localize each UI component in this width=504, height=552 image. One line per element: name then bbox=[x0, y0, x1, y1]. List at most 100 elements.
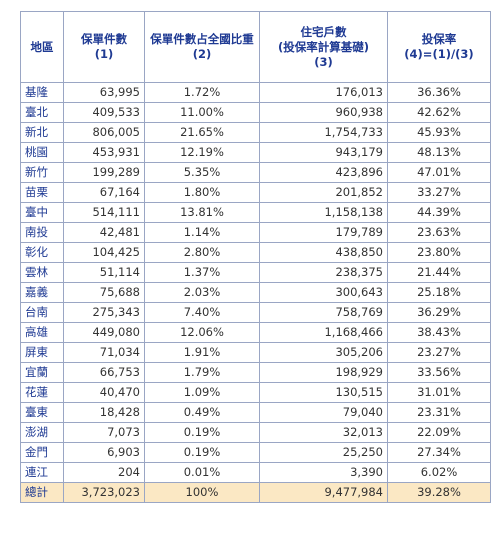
policy-count-cell: 40,470 bbox=[63, 382, 145, 403]
insurance-rate-cell: 27.34% bbox=[387, 442, 491, 463]
households-cell: 1,754,733 bbox=[259, 122, 388, 143]
table-row: 台南 275,343 7.40% 758,769 36.29% bbox=[20, 302, 491, 323]
policy-ratio-cell: 13.81% bbox=[144, 202, 260, 223]
households-cell: 300,643 bbox=[259, 282, 388, 303]
policy-count-cell: 63,995 bbox=[63, 82, 145, 103]
region-cell: 南投 bbox=[20, 222, 64, 243]
policy-count-cell: 6,903 bbox=[63, 442, 145, 463]
policy-ratio-cell: 1.79% bbox=[144, 362, 260, 383]
households-cell: 179,789 bbox=[259, 222, 388, 243]
table-row: 宜蘭 66,753 1.79% 198,929 33.56% bbox=[20, 362, 491, 383]
table-row: 苗栗 67,164 1.80% 201,852 33.27% bbox=[20, 182, 491, 203]
households-cell: 438,850 bbox=[259, 242, 388, 263]
policy-ratio-cell: 1.72% bbox=[144, 82, 260, 103]
households-cell: 1,168,466 bbox=[259, 322, 388, 343]
table-row: 臺北 409,533 11.00% 960,938 42.62% bbox=[20, 102, 491, 123]
insurance-rate-cell: 38.43% bbox=[387, 322, 491, 343]
households-cell: 423,896 bbox=[259, 162, 388, 183]
region-cell: 宜蘭 bbox=[20, 362, 64, 383]
table-row: 新北 806,005 21.65% 1,754,733 45.93% bbox=[20, 122, 491, 143]
policy-ratio-cell: 1.37% bbox=[144, 262, 260, 283]
region-cell: 花蓮 bbox=[20, 382, 64, 403]
insurance-rate-cell: 6.02% bbox=[387, 462, 491, 483]
table-row: 雲林 51,114 1.37% 238,375 21.44% bbox=[20, 262, 491, 283]
households-cell: 25,250 bbox=[259, 442, 388, 463]
policy-count-cell: 7,073 bbox=[63, 422, 145, 443]
region-cell: 連江 bbox=[20, 462, 64, 483]
region-cell: 金門 bbox=[20, 442, 64, 463]
table-row: 臺中 514,111 13.81% 1,158,138 44.39% bbox=[20, 202, 491, 223]
policy-count-cell: 66,753 bbox=[63, 362, 145, 383]
policy-count-cell: 806,005 bbox=[63, 122, 145, 143]
insurance-rate-cell: 45.93% bbox=[387, 122, 491, 143]
policy-count-cell: 42,481 bbox=[63, 222, 145, 243]
households-cell: 32,013 bbox=[259, 422, 388, 443]
insurance-rate-cell: 42.62% bbox=[387, 102, 491, 123]
table-row: 高雄 449,080 12.06% 1,168,466 38.43% bbox=[20, 322, 491, 343]
policy-ratio-cell: 12.06% bbox=[144, 322, 260, 343]
region-cell: 雲林 bbox=[20, 262, 64, 283]
table-row: 新竹 199,289 5.35% 423,896 47.01% bbox=[20, 162, 491, 183]
insurance-rate-cell: 48.13% bbox=[387, 142, 491, 163]
region-cell: 基隆 bbox=[20, 82, 64, 103]
region-cell: 屏東 bbox=[20, 342, 64, 363]
policy-ratio-cell: 1.80% bbox=[144, 182, 260, 203]
households-cell: 198,929 bbox=[259, 362, 388, 383]
policy-ratio-cell: 0.49% bbox=[144, 402, 260, 423]
table-header-row: 地區 保單件數 (1) 保單件數占全國比重 (2) 住宅戶數 (投保率計算基礎)… bbox=[20, 11, 491, 83]
insurance-rate-cell: 36.36% bbox=[387, 82, 491, 103]
table-body: 基隆 63,995 1.72% 176,013 36.36% 臺北 409,533 11.00… bbox=[20, 82, 491, 503]
households-cell: 1,158,138 bbox=[259, 202, 388, 223]
region-cell: 臺北 bbox=[20, 102, 64, 123]
insurance-rate-cell: 23.63% bbox=[387, 222, 491, 243]
policy-ratio-cell: 0.19% bbox=[144, 422, 260, 443]
policy-ratio-cell: 0.19% bbox=[144, 442, 260, 463]
total-households-cell: 9,477,984 bbox=[259, 482, 388, 503]
insurance-rate-table: 地區 保單件數 (1) 保單件數占全國比重 (2) 住宅戶數 (投保率計算基礎)… bbox=[20, 11, 491, 503]
insurance-rate-cell: 31.01% bbox=[387, 382, 491, 403]
households-cell: 758,769 bbox=[259, 302, 388, 323]
region-cell: 彰化 bbox=[20, 242, 64, 263]
policy-ratio-cell: 11.00% bbox=[144, 102, 260, 123]
households-cell: 130,515 bbox=[259, 382, 388, 403]
households-cell: 176,013 bbox=[259, 82, 388, 103]
region-cell: 台南 bbox=[20, 302, 64, 323]
households-cell: 960,938 bbox=[259, 102, 388, 123]
region-cell: 臺東 bbox=[20, 402, 64, 423]
header-policy-count: 保單件數 (1) bbox=[63, 11, 145, 83]
insurance-rate-cell: 47.01% bbox=[387, 162, 491, 183]
table-row: 嘉義 75,688 2.03% 300,643 25.18% bbox=[20, 282, 491, 303]
households-cell: 305,206 bbox=[259, 342, 388, 363]
insurance-rate-cell: 33.56% bbox=[387, 362, 491, 383]
table-row: 花蓮 40,470 1.09% 130,515 31.01% bbox=[20, 382, 491, 403]
insurance-rate-cell: 44.39% bbox=[387, 202, 491, 223]
policy-count-cell: 514,111 bbox=[63, 202, 145, 223]
policy-count-cell: 71,034 bbox=[63, 342, 145, 363]
table-row: 金門 6,903 0.19% 25,250 27.34% bbox=[20, 442, 491, 463]
insurance-rate-cell: 22.09% bbox=[387, 422, 491, 443]
table-row: 連江 204 0.01% 3,390 6.02% bbox=[20, 462, 491, 483]
region-cell: 桃園 bbox=[20, 142, 64, 163]
region-cell: 苗栗 bbox=[20, 182, 64, 203]
region-cell: 高雄 bbox=[20, 322, 64, 343]
total-count-cell: 3,723,023 bbox=[63, 482, 145, 503]
region-cell: 新竹 bbox=[20, 162, 64, 183]
region-cell: 嘉義 bbox=[20, 282, 64, 303]
table-total-row: 總計 3,723,023 100% 9,477,984 39.28% bbox=[20, 482, 491, 503]
policy-count-cell: 275,343 bbox=[63, 302, 145, 323]
insurance-rate-cell: 33.27% bbox=[387, 182, 491, 203]
table-row: 屏東 71,034 1.91% 305,206 23.27% bbox=[20, 342, 491, 363]
policy-count-cell: 449,080 bbox=[63, 322, 145, 343]
policy-count-cell: 199,289 bbox=[63, 162, 145, 183]
insurance-rate-cell: 36.29% bbox=[387, 302, 491, 323]
header-policy-ratio: 保單件數占全國比重 (2) bbox=[144, 11, 260, 83]
policy-ratio-cell: 1.14% bbox=[144, 222, 260, 243]
total-region-cell: 總計 bbox=[20, 482, 64, 503]
insurance-rate-cell: 21.44% bbox=[387, 262, 491, 283]
policy-ratio-cell: 1.09% bbox=[144, 382, 260, 403]
policy-count-cell: 18,428 bbox=[63, 402, 145, 423]
households-cell: 238,375 bbox=[259, 262, 388, 283]
policy-ratio-cell: 2.80% bbox=[144, 242, 260, 263]
region-cell: 臺中 bbox=[20, 202, 64, 223]
policy-count-cell: 204 bbox=[63, 462, 145, 483]
